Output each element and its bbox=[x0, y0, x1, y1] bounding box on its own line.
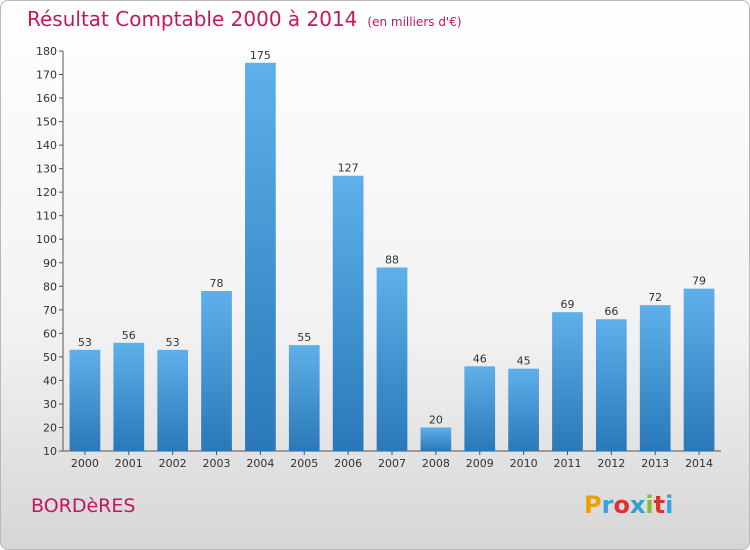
data-label: 45 bbox=[517, 355, 531, 368]
y-tick-label: 120 bbox=[36, 186, 57, 199]
data-label: 175 bbox=[250, 49, 271, 62]
y-tick-label: 50 bbox=[43, 351, 57, 364]
commune-name: BORDèRES bbox=[31, 495, 136, 517]
logo-letter: i bbox=[645, 491, 654, 519]
data-label: 79 bbox=[692, 275, 706, 288]
bar bbox=[332, 175, 364, 452]
chart-title: Résultat Comptable 2000 à 2014 (en millie… bbox=[27, 7, 462, 31]
bar bbox=[552, 312, 583, 451]
x-tick-label: 2006 bbox=[334, 457, 362, 470]
bars: 53 56 53 78 175 55 127 88 20 46 45 69 66 72 79 bbox=[69, 49, 715, 452]
x-tick-label: 2007 bbox=[378, 457, 406, 470]
x-tick-label: 2001 bbox=[115, 457, 143, 470]
title-text: Résultat Comptable 2000 à 2014 bbox=[27, 7, 358, 31]
logo-letter: x bbox=[629, 491, 646, 519]
bar bbox=[376, 267, 408, 451]
bar bbox=[639, 305, 671, 451]
data-label: 55 bbox=[297, 331, 311, 344]
logo-letter: P bbox=[584, 491, 602, 519]
y-tick-label: 160 bbox=[36, 92, 57, 105]
bar bbox=[288, 345, 320, 451]
bar bbox=[157, 349, 189, 451]
y-tick-label: 90 bbox=[43, 257, 57, 270]
data-label: 127 bbox=[338, 162, 359, 175]
bar bbox=[69, 349, 101, 451]
data-label: 66 bbox=[604, 305, 618, 318]
y-tick-label: 100 bbox=[36, 233, 57, 246]
x-tick-label: 2014 bbox=[685, 457, 713, 470]
x-tick-label: 2003 bbox=[203, 457, 231, 470]
bar bbox=[464, 366, 496, 451]
x-tick-label: 2008 bbox=[422, 457, 450, 470]
bar bbox=[420, 427, 452, 451]
y-tick-label: 80 bbox=[43, 280, 57, 293]
y-tick-label: 150 bbox=[36, 116, 57, 129]
y-tick-label: 10 bbox=[43, 445, 57, 458]
y-tick-label: 140 bbox=[36, 139, 57, 152]
data-label: 56 bbox=[122, 329, 136, 342]
data-label: 78 bbox=[210, 277, 224, 290]
axes: 10 20 30 40 50 60 70 80 90 100 110 120 130 140 150 160 1… bbox=[36, 45, 721, 470]
logo-letter: o bbox=[613, 491, 630, 519]
y-tick-label: 20 bbox=[43, 421, 57, 434]
logo-letter: i bbox=[665, 491, 674, 519]
x-tick-label: 2009 bbox=[466, 457, 494, 470]
x-tick-label: 2000 bbox=[71, 457, 99, 470]
x-tick-label: 2013 bbox=[641, 457, 669, 470]
x-tick-label: 2010 bbox=[510, 457, 538, 470]
y-tick-label: 170 bbox=[36, 69, 57, 82]
y-tick-label: 70 bbox=[43, 304, 57, 317]
data-label: 46 bbox=[473, 352, 487, 365]
data-label: 69 bbox=[560, 298, 574, 311]
x-tick-label: 2005 bbox=[290, 457, 318, 470]
bar bbox=[201, 291, 232, 451]
data-label: 20 bbox=[429, 413, 443, 426]
proxiti-logo: Proxiti bbox=[584, 491, 673, 519]
chart-subtitle: (en milliers d'€) bbox=[367, 15, 462, 29]
y-tick-label: 30 bbox=[43, 398, 57, 411]
data-label: 53 bbox=[78, 336, 92, 349]
x-tick-label: 2012 bbox=[597, 457, 625, 470]
data-label: 88 bbox=[385, 253, 399, 266]
bar bbox=[508, 368, 539, 451]
data-label: 72 bbox=[648, 291, 662, 304]
y-tick-label: 130 bbox=[36, 163, 57, 176]
y-tick-label: 180 bbox=[36, 45, 57, 58]
bar bbox=[595, 319, 627, 451]
bar bbox=[683, 288, 715, 451]
y-tick-label: 110 bbox=[36, 210, 57, 223]
y-tick-label: 40 bbox=[43, 374, 57, 387]
logo-letter: t bbox=[653, 491, 666, 519]
bar bbox=[245, 62, 276, 451]
y-tick-label: 60 bbox=[43, 327, 57, 340]
bar bbox=[113, 342, 145, 451]
x-tick-label: 2002 bbox=[159, 457, 187, 470]
data-label: 53 bbox=[166, 336, 180, 349]
logo-letter: r bbox=[601, 491, 614, 519]
x-tick-label: 2011 bbox=[553, 457, 581, 470]
x-tick-label: 2004 bbox=[246, 457, 274, 470]
